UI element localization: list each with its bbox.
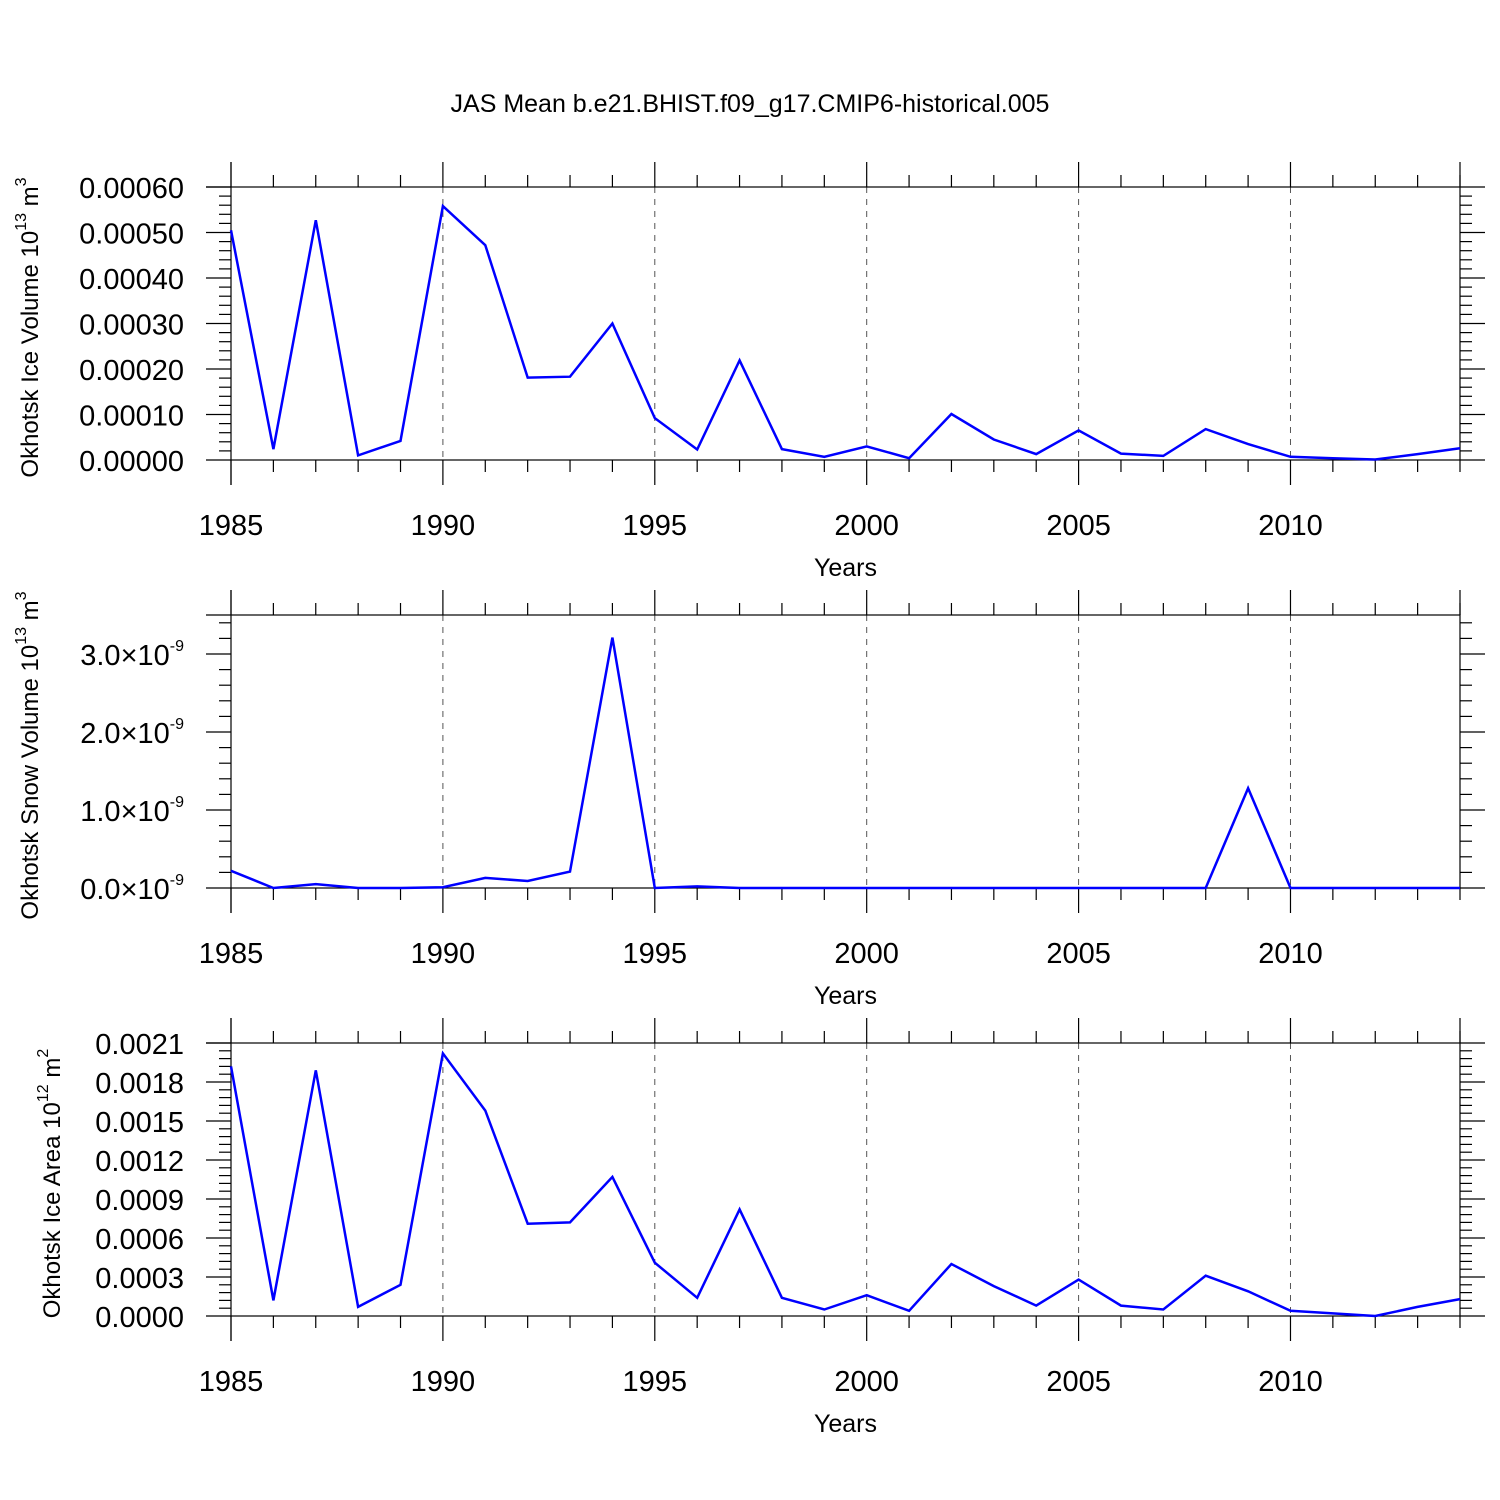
y-tick-label: 3.0×10-9 [80, 638, 184, 672]
y-axis-title-main: Okhotsk Ice Volume 10 [17, 231, 44, 478]
y-tick-label: 0.0009 [95, 1185, 184, 1217]
y-tick-base: 10 [138, 796, 170, 828]
y-tick-label: 0.0003 [95, 1263, 184, 1295]
panel-ice-area: 1985 1990 1995 2000 2005 2010 Years 0.0000 0.000… [35, 1018, 1485, 1438]
x-tick-label: 1995 [623, 510, 688, 542]
x-tick-label: 2005 [1046, 1366, 1111, 1398]
x-tick-label: 2010 [1258, 1366, 1323, 1398]
y-tick-label: 0.00020 [79, 355, 184, 387]
y-axis-title: Okhotsk Snow Volume 1013 m3 [13, 591, 44, 919]
y-tick-label: 1.0×10-9 [80, 794, 184, 828]
y-axis-title-unit-exp: 2 [35, 1049, 52, 1058]
panel-ice-volume: 1985 1990 1995 2000 2005 2010 Years 0.00000 0.00… [13, 162, 1485, 582]
plot-frame [230, 186, 1461, 461]
y-tick-base: 10 [138, 718, 170, 750]
y-tick-exponent: -9 [170, 716, 184, 733]
y-tick-label: 0.00000 [79, 446, 184, 478]
y-axis-title-unit-exp: 3 [13, 591, 30, 600]
y-tick-label: 0.0015 [95, 1107, 184, 1139]
plot-frame [230, 1042, 1461, 1317]
y-tick-exponent: -9 [170, 872, 184, 889]
x-tick-label: 2010 [1258, 938, 1323, 970]
y-tick-label: 0.00010 [79, 401, 184, 433]
y-axis-title-unit: m [17, 600, 44, 627]
y-tick-label: 0.0×10-9 [80, 872, 184, 906]
x-tick-label: 2005 [1046, 938, 1111, 970]
x-axis-title: Years [814, 1410, 877, 1438]
y-tick-label: 0.00030 [79, 310, 184, 342]
y-axis-title-main: Okhotsk Ice Area 10 [39, 1102, 66, 1318]
x-tick-label: 2000 [834, 1366, 899, 1398]
y-tick-times: × [121, 796, 138, 828]
x-axis-title: Years [814, 982, 877, 1010]
y-axis-title-exp: 13 [13, 213, 30, 231]
y-tick-mantissa: 0.0 [80, 874, 120, 906]
x-tick-label: 1985 [199, 510, 264, 542]
y-tick-label: 0.00040 [79, 264, 184, 296]
y-tick-label: 0.0006 [95, 1224, 184, 1256]
y-tick-times: × [121, 640, 138, 672]
x-tick-label: 1985 [199, 938, 264, 970]
series-line-snow-volume [230, 637, 1460, 890]
plot-frame [230, 614, 1461, 889]
chart-title: JAS Mean b.e21.BHIST.f09_g17.CMIP6-histo… [451, 90, 1050, 118]
y-axis-title: Okhotsk Ice Area 1012 m2 [35, 1049, 66, 1319]
panel-snow-volume: 1985 1990 1995 2000 2005 2010Years0.0×10-91.0… [13, 590, 1485, 1010]
y-tick-exponent: -9 [170, 638, 184, 655]
y-tick-mantissa: 3.0 [80, 640, 120, 672]
x-tick-label: 2005 [1046, 510, 1111, 542]
x-tick-label: 2000 [834, 938, 899, 970]
x-tick-label: 2010 [1258, 510, 1323, 542]
y-tick-exponent: -9 [170, 794, 184, 811]
x-tick-label: 1990 [411, 510, 476, 542]
x-tick-label: 2000 [834, 510, 899, 542]
y-axis-title-exp: 12 [35, 1084, 52, 1102]
x-tick-label: 1990 [411, 1366, 476, 1398]
y-tick-mantissa: 2.0 [80, 718, 120, 750]
y-tick-label: 0.00060 [79, 173, 184, 205]
y-axis-title: Okhotsk Ice Volume 1013 m3 [13, 177, 44, 477]
series-line-ice-area [229, 1050, 1461, 1318]
y-tick-label: 0.0021 [95, 1029, 184, 1061]
y-axis-title-exp: 13 [13, 627, 30, 645]
y-axis-title-main: Okhotsk Snow Volume 10 [17, 645, 44, 920]
x-axis-title: Years [814, 554, 877, 582]
series-line-ice-volume [229, 203, 1461, 461]
x-tick-label: 1995 [623, 938, 688, 970]
y-axis-title-unit: m [39, 1058, 66, 1085]
y-axis-title-unit: m [17, 186, 44, 213]
y-tick-base: 10 [138, 640, 170, 672]
y-tick-label: 0.0018 [95, 1068, 184, 1100]
y-tick-label: 0.0012 [95, 1146, 184, 1178]
y-axis-title-unit-exp: 3 [13, 177, 30, 186]
y-tick-base: 10 [138, 874, 170, 906]
y-tick-label: 0.00050 [79, 219, 184, 251]
y-tick-label: 0.0000 [95, 1302, 184, 1334]
y-tick-mantissa: 1.0 [80, 796, 120, 828]
y-tick-times: × [121, 874, 138, 906]
y-tick-label: 2.0×10-9 [80, 716, 184, 750]
x-tick-label: 1995 [623, 1366, 688, 1398]
x-tick-label: 1990 [411, 938, 476, 970]
y-tick-times: × [121, 718, 138, 750]
x-tick-label: 1985 [199, 1366, 264, 1398]
